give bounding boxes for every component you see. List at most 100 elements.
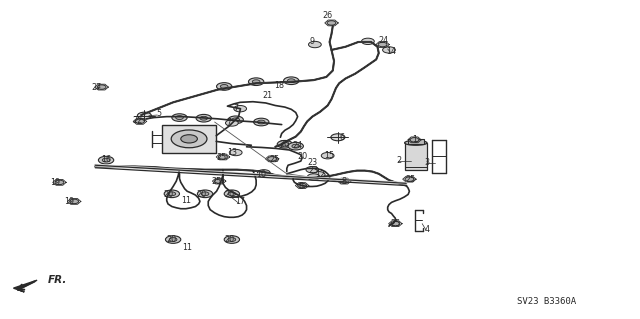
Circle shape: [292, 144, 300, 148]
Circle shape: [312, 172, 325, 178]
Text: 25: 25: [211, 177, 221, 186]
Circle shape: [218, 155, 227, 159]
Text: 22: 22: [133, 116, 143, 125]
Circle shape: [340, 179, 349, 183]
Circle shape: [391, 221, 400, 226]
Text: 18: 18: [274, 81, 284, 90]
Circle shape: [327, 21, 336, 25]
Polygon shape: [13, 280, 37, 292]
Text: 20: 20: [224, 190, 234, 199]
Circle shape: [405, 177, 414, 182]
FancyBboxPatch shape: [408, 139, 424, 145]
Circle shape: [228, 192, 236, 196]
Text: 25: 25: [216, 153, 226, 162]
Circle shape: [229, 149, 242, 156]
Circle shape: [175, 116, 183, 120]
Text: 23: 23: [308, 166, 319, 175]
Circle shape: [220, 85, 228, 88]
Circle shape: [307, 174, 320, 180]
Text: 23: 23: [307, 158, 317, 167]
Circle shape: [252, 80, 260, 84]
Text: 11: 11: [181, 196, 191, 205]
Text: 27: 27: [92, 83, 102, 92]
Ellipse shape: [404, 140, 427, 145]
Circle shape: [197, 190, 212, 197]
Text: 14: 14: [387, 47, 397, 56]
Text: 25: 25: [406, 175, 416, 184]
Text: 12: 12: [315, 170, 325, 179]
Circle shape: [257, 170, 270, 176]
Text: 19: 19: [50, 178, 60, 187]
Circle shape: [284, 77, 299, 85]
Circle shape: [268, 157, 276, 161]
Circle shape: [201, 192, 209, 196]
Text: 8: 8: [298, 182, 303, 191]
Circle shape: [55, 180, 64, 185]
Circle shape: [253, 118, 269, 126]
Circle shape: [321, 152, 334, 159]
Circle shape: [70, 199, 79, 204]
Text: 20: 20: [280, 140, 290, 149]
Circle shape: [136, 119, 145, 123]
Circle shape: [196, 115, 211, 122]
Circle shape: [214, 179, 223, 183]
Circle shape: [224, 236, 239, 243]
Text: 20: 20: [163, 190, 173, 199]
Text: 20: 20: [167, 235, 177, 244]
Text: 21: 21: [262, 91, 273, 100]
Circle shape: [331, 134, 345, 141]
Circle shape: [166, 236, 180, 243]
Text: 13: 13: [227, 148, 237, 157]
Text: 7: 7: [227, 118, 232, 128]
Text: 17: 17: [235, 197, 245, 206]
Text: 9: 9: [309, 37, 314, 46]
Circle shape: [97, 85, 106, 89]
Text: 4: 4: [425, 225, 430, 234]
Text: 24: 24: [379, 36, 389, 45]
Circle shape: [99, 156, 114, 164]
Circle shape: [228, 116, 243, 123]
FancyBboxPatch shape: [162, 124, 216, 153]
Circle shape: [362, 38, 374, 45]
Text: 15: 15: [324, 151, 334, 160]
Text: FR.: FR.: [48, 275, 67, 285]
Text: 3: 3: [425, 158, 430, 167]
Text: 20: 20: [196, 190, 207, 199]
Circle shape: [172, 130, 207, 148]
Circle shape: [308, 41, 321, 48]
Circle shape: [410, 137, 419, 142]
Circle shape: [378, 42, 387, 47]
Text: 19: 19: [65, 197, 75, 206]
FancyBboxPatch shape: [404, 143, 427, 170]
Circle shape: [234, 106, 246, 112]
Text: 25: 25: [269, 155, 279, 164]
Circle shape: [281, 142, 289, 146]
Circle shape: [102, 158, 110, 162]
Text: 11: 11: [182, 243, 192, 252]
Circle shape: [248, 78, 264, 85]
Text: 1: 1: [412, 135, 417, 144]
Circle shape: [257, 120, 265, 124]
Circle shape: [228, 238, 236, 241]
Circle shape: [224, 190, 239, 197]
Circle shape: [138, 112, 152, 119]
Text: 20: 20: [224, 235, 234, 244]
Circle shape: [225, 120, 238, 126]
Text: SV23 B3360A: SV23 B3360A: [517, 297, 576, 306]
Circle shape: [180, 135, 197, 143]
Circle shape: [288, 142, 303, 150]
Circle shape: [306, 167, 319, 173]
Circle shape: [168, 192, 175, 196]
Circle shape: [172, 114, 187, 122]
Circle shape: [232, 118, 239, 122]
Text: 26: 26: [323, 11, 333, 20]
Text: 24: 24: [292, 141, 303, 150]
Text: 16: 16: [101, 155, 111, 164]
Circle shape: [287, 79, 295, 83]
Text: 20: 20: [297, 152, 307, 161]
Text: 6: 6: [339, 133, 344, 142]
Text: 8: 8: [342, 177, 347, 186]
Circle shape: [164, 190, 179, 197]
Circle shape: [170, 238, 177, 241]
Circle shape: [298, 183, 307, 188]
